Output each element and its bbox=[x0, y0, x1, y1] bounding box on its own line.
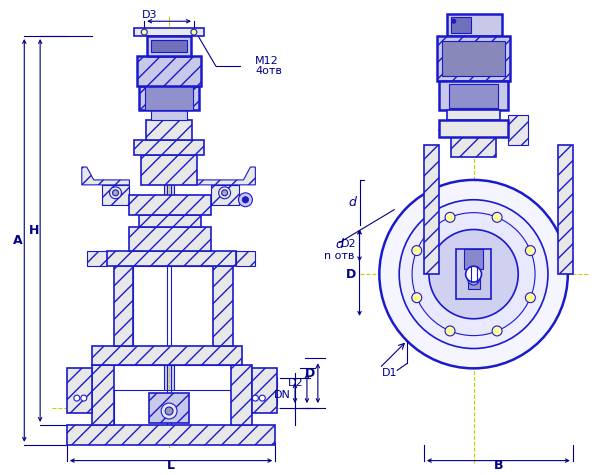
Bar bbox=[151, 40, 187, 52]
Bar bbox=[107, 251, 236, 266]
Bar bbox=[137, 56, 201, 86]
Bar bbox=[437, 36, 510, 81]
Bar bbox=[145, 86, 193, 111]
Text: n отв: n отв bbox=[325, 251, 355, 261]
Text: 4отв: 4отв bbox=[256, 66, 282, 76]
Text: A: A bbox=[13, 234, 22, 247]
Circle shape bbox=[526, 246, 535, 256]
Bar bbox=[139, 86, 199, 111]
Circle shape bbox=[492, 212, 502, 222]
Bar bbox=[442, 41, 505, 76]
Bar bbox=[464, 249, 484, 269]
Bar bbox=[236, 251, 256, 266]
Text: d: d bbox=[349, 196, 356, 209]
Bar bbox=[134, 140, 204, 155]
Bar bbox=[151, 111, 187, 120]
Circle shape bbox=[110, 187, 121, 199]
Circle shape bbox=[239, 193, 253, 207]
Text: D: D bbox=[305, 367, 315, 380]
Bar bbox=[146, 120, 192, 140]
Text: B: B bbox=[494, 459, 503, 472]
Text: D3: D3 bbox=[142, 10, 157, 20]
Text: D2: D2 bbox=[288, 378, 304, 388]
Text: M12: M12 bbox=[256, 56, 279, 66]
Bar bbox=[456, 249, 491, 299]
Circle shape bbox=[412, 246, 422, 256]
Bar bbox=[230, 365, 253, 425]
Bar bbox=[67, 368, 92, 413]
Bar bbox=[467, 269, 479, 289]
Circle shape bbox=[467, 273, 479, 285]
Bar bbox=[213, 266, 233, 345]
Bar bbox=[558, 145, 573, 274]
Bar bbox=[451, 137, 496, 157]
Bar bbox=[113, 390, 230, 425]
Bar bbox=[253, 368, 277, 413]
Text: d: d bbox=[336, 238, 344, 251]
Bar bbox=[113, 266, 133, 345]
Text: D1: D1 bbox=[382, 368, 397, 378]
Circle shape bbox=[74, 395, 80, 401]
Bar bbox=[449, 84, 499, 107]
Bar bbox=[447, 14, 502, 36]
Bar bbox=[113, 345, 230, 365]
Bar bbox=[134, 28, 204, 36]
Circle shape bbox=[412, 213, 535, 336]
Circle shape bbox=[445, 212, 455, 222]
Circle shape bbox=[445, 326, 455, 336]
Circle shape bbox=[142, 29, 147, 35]
Bar bbox=[87, 251, 107, 266]
Bar bbox=[139, 215, 201, 227]
Text: L: L bbox=[167, 459, 175, 472]
Circle shape bbox=[161, 403, 177, 419]
Bar bbox=[508, 115, 528, 145]
Circle shape bbox=[165, 407, 173, 415]
Text: D: D bbox=[346, 267, 356, 281]
Bar bbox=[101, 185, 130, 205]
Text: H: H bbox=[29, 224, 40, 237]
Bar bbox=[147, 36, 191, 56]
Bar bbox=[439, 120, 508, 137]
Bar bbox=[149, 393, 189, 423]
Bar bbox=[164, 68, 174, 425]
Bar bbox=[92, 365, 113, 425]
Circle shape bbox=[452, 19, 456, 23]
Circle shape bbox=[218, 187, 230, 199]
Bar bbox=[67, 425, 275, 445]
Bar bbox=[451, 17, 470, 33]
Circle shape bbox=[221, 190, 227, 196]
Circle shape bbox=[259, 395, 265, 401]
Circle shape bbox=[379, 180, 568, 368]
Circle shape bbox=[412, 293, 422, 303]
Bar bbox=[130, 195, 211, 215]
Circle shape bbox=[526, 293, 535, 303]
Bar bbox=[143, 56, 195, 86]
Polygon shape bbox=[82, 167, 130, 185]
Polygon shape bbox=[197, 167, 256, 185]
Text: D2: D2 bbox=[341, 239, 356, 249]
Bar bbox=[67, 377, 92, 405]
Text: DN: DN bbox=[274, 390, 290, 400]
Circle shape bbox=[399, 200, 548, 349]
Bar bbox=[447, 111, 500, 120]
Circle shape bbox=[191, 29, 197, 35]
Bar bbox=[142, 155, 197, 185]
Bar bbox=[211, 185, 239, 205]
Circle shape bbox=[242, 197, 248, 203]
Circle shape bbox=[113, 190, 118, 196]
Bar bbox=[424, 145, 439, 274]
Circle shape bbox=[253, 395, 259, 401]
Bar bbox=[92, 345, 242, 365]
Bar bbox=[253, 377, 277, 405]
Circle shape bbox=[492, 326, 502, 336]
Circle shape bbox=[466, 266, 482, 282]
Bar bbox=[439, 81, 508, 111]
Circle shape bbox=[81, 395, 87, 401]
Bar bbox=[130, 227, 211, 251]
Bar bbox=[133, 266, 213, 345]
Circle shape bbox=[429, 229, 518, 319]
